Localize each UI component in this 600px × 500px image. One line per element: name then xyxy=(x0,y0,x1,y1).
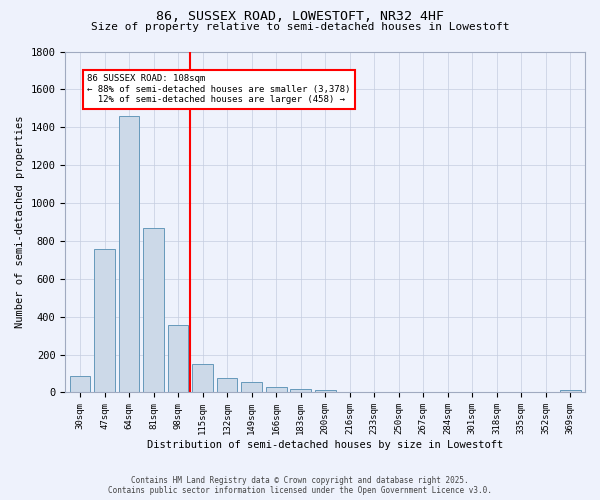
Bar xyxy=(560,390,581,392)
X-axis label: Distribution of semi-detached houses by size in Lowestoft: Distribution of semi-detached houses by … xyxy=(147,440,503,450)
Bar xyxy=(143,228,164,392)
Bar xyxy=(241,382,262,392)
Bar xyxy=(266,387,287,392)
Bar xyxy=(119,116,139,392)
Bar xyxy=(167,325,188,392)
Text: 86, SUSSEX ROAD, LOWESTOFT, NR32 4HF: 86, SUSSEX ROAD, LOWESTOFT, NR32 4HF xyxy=(156,10,444,23)
Text: Size of property relative to semi-detached houses in Lowestoft: Size of property relative to semi-detach… xyxy=(91,22,509,32)
Bar xyxy=(315,390,335,392)
Bar xyxy=(217,378,238,392)
Text: Contains HM Land Registry data © Crown copyright and database right 2025.
Contai: Contains HM Land Registry data © Crown c… xyxy=(108,476,492,495)
Y-axis label: Number of semi-detached properties: Number of semi-detached properties xyxy=(15,116,25,328)
Bar xyxy=(192,364,213,392)
Bar xyxy=(290,389,311,392)
Bar xyxy=(70,376,91,392)
Bar xyxy=(94,248,115,392)
Text: 86 SUSSEX ROAD: 108sqm
← 88% of semi-detached houses are smaller (3,378)
  12% o: 86 SUSSEX ROAD: 108sqm ← 88% of semi-det… xyxy=(88,74,351,104)
